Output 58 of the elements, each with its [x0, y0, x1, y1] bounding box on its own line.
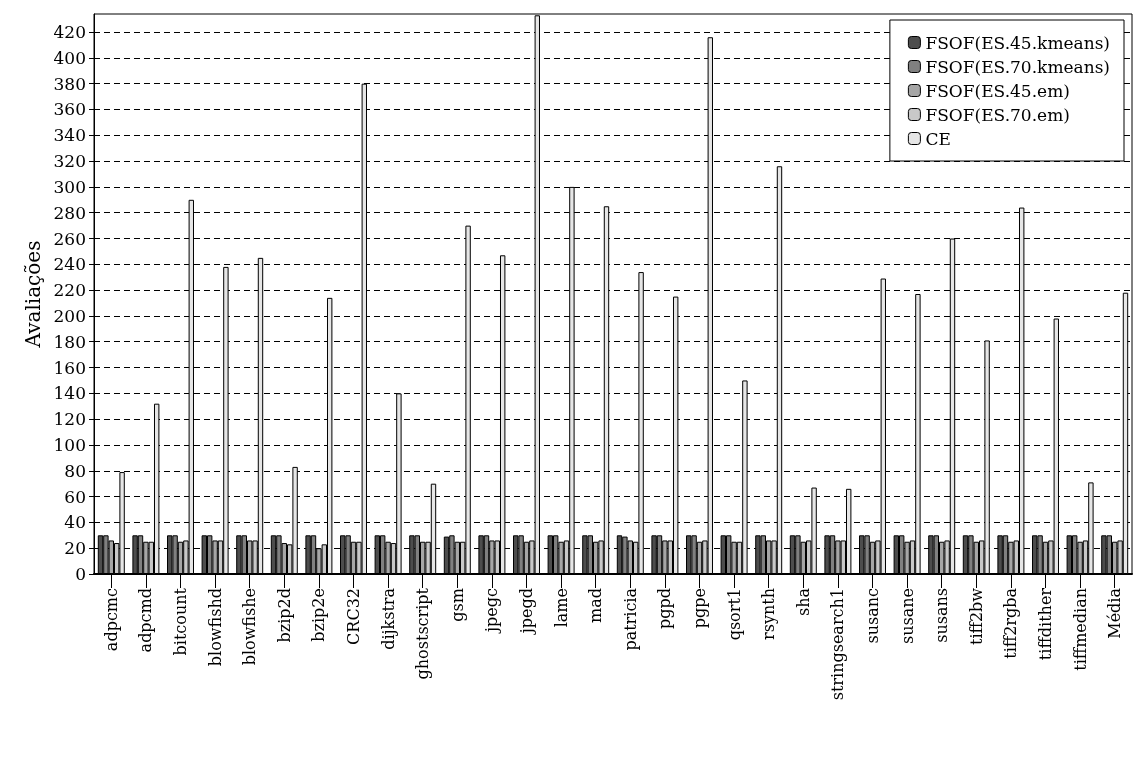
- y-tick-label: 180: [53, 331, 86, 352]
- y-tick-label: 140: [53, 383, 86, 404]
- y-tick-label: 60: [64, 486, 86, 507]
- x-tick-label: pgpe: [690, 588, 709, 629]
- x-tick-label: tiff2rgba: [1001, 587, 1021, 659]
- x-tick-label: jpegc: [482, 587, 502, 634]
- y-tick-label: 200: [53, 305, 86, 326]
- y-tick-label: 300: [53, 176, 86, 197]
- y-tick-label: 120: [53, 409, 86, 430]
- y-tick-label: 260: [53, 228, 86, 249]
- x-tick-label: susans: [932, 588, 952, 643]
- y-tick-label: 320: [53, 151, 86, 172]
- x-tick-label: dijkstra: [378, 587, 398, 650]
- x-tick-label: pgpd: [655, 588, 675, 629]
- x-tick-label: tiff2bw: [966, 587, 986, 646]
- y-tick-label: 220: [53, 280, 86, 301]
- x-tick-label: adpcmc: [101, 587, 121, 652]
- x-tick-label: susanc: [863, 587, 882, 644]
- x-tick-label: bitcount: [171, 587, 190, 656]
- x-tick-label: bzip2e: [309, 588, 329, 642]
- x-tick-label: qsort1: [724, 588, 744, 641]
- x-tick-label: blowfishe: [240, 588, 260, 666]
- y-tick-label: 280: [53, 202, 86, 223]
- x-tick-label: gsm: [447, 588, 467, 622]
- y-tick-label: 420: [53, 22, 86, 43]
- x-tick-label: sha: [793, 587, 813, 617]
- legend-label: FSOF(ES.70.kmeans): [925, 56, 1111, 77]
- legend-label: FSOF(ES.70.em): [925, 104, 1070, 125]
- x-tick-label: adpcmd: [136, 588, 156, 653]
- x-tick-label: stringsearch1: [828, 588, 848, 701]
- x-tick-label: tiffdither: [1036, 587, 1055, 661]
- x-tick-label: Média: [1105, 587, 1125, 639]
- legend-label: FSOF(ES.45.kmeans): [925, 32, 1111, 53]
- y-tick-label: 160: [53, 357, 86, 378]
- x-tick-label: patricia: [620, 587, 640, 651]
- y-tick-label: 80: [64, 460, 86, 481]
- x-tick-label: CRC32: [344, 588, 363, 645]
- y-tick-label: 20: [64, 538, 86, 559]
- y-tick-label: 240: [53, 254, 86, 275]
- legend-label: CE: [925, 128, 951, 149]
- x-tick-label: mad: [586, 588, 606, 623]
- x-tick-label: susane: [897, 588, 917, 645]
- y-tick-label: 40: [64, 512, 86, 533]
- y-tick-label: 360: [53, 99, 86, 120]
- y-tick-label: 400: [53, 47, 86, 68]
- y-tick-label: 0: [75, 564, 86, 584]
- y-tick-label: 340: [53, 125, 86, 146]
- x-tick-label: bzip2d: [274, 588, 294, 643]
- x-tick-label: blowfishd: [205, 588, 225, 667]
- x-tick-label: ghostscript: [413, 587, 433, 680]
- y-tick-label: 100: [53, 434, 86, 455]
- x-tick-label: lame: [551, 588, 571, 628]
- y-tick-label: 380: [53, 73, 86, 94]
- x-tick-label: rsynth: [759, 588, 779, 640]
- x-tick-label: tiffmedian: [1070, 588, 1090, 671]
- x-tick-label: jpegd: [517, 588, 536, 636]
- legend-label: FSOF(ES.45.em): [925, 80, 1070, 101]
- y-axis-title: Avaliações: [20, 240, 45, 349]
